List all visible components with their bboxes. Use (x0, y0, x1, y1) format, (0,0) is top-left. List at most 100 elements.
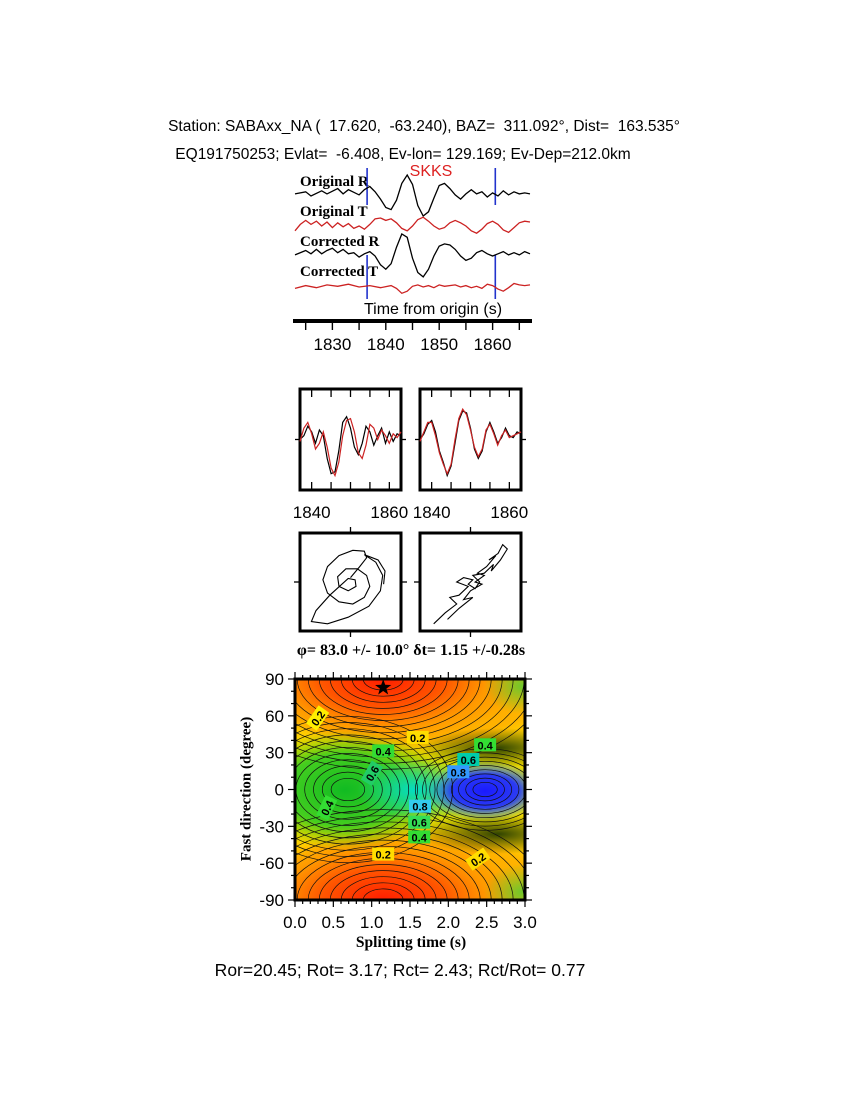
time-tick-label: 1840 (367, 335, 405, 354)
fast-direction-axis-label: Fast direction (degree) (238, 716, 255, 862)
contour-ring (330, 777, 366, 802)
contour-ring (351, 679, 415, 697)
contour-label: 0.4 (408, 830, 431, 844)
contour-label-box (406, 730, 429, 744)
contour-ring (295, 740, 418, 839)
contour-field (295, 679, 525, 900)
contour-ring (465, 777, 505, 802)
pair-box (418, 387, 523, 492)
contour-label-text: 0.6 (461, 755, 476, 767)
pair-trace (299, 415, 402, 475)
contour-label-text: 0.4 (376, 746, 392, 758)
time-axis-label: Time from origin (s) (363, 301, 503, 318)
contour-label-box (465, 847, 491, 871)
contour-label-box (408, 815, 431, 829)
contour-ring (351, 882, 415, 900)
contour-label-box (360, 760, 384, 787)
map-axes: 0.0 0.5 1.0 1.5 2.0 2.5 3.0 90 60 30 0 -30 -60 -90 (259, 670, 536, 932)
contour-ring (295, 839, 492, 900)
pair-trace (419, 407, 522, 476)
contour-ring (295, 722, 445, 857)
x-tick-label: 1.0 (360, 913, 384, 932)
pair-tick-label: 1860 (370, 503, 408, 522)
contour-ring (472, 781, 498, 798)
splitting-time-axis-label: Splitting time (s) (355, 934, 467, 951)
x-tick-label: 0.5 (321, 913, 345, 932)
phase-label: SKKS (409, 163, 453, 180)
contour-label-box (372, 847, 395, 861)
contour-ring (313, 765, 383, 814)
time-tick-label: 1850 (420, 335, 458, 354)
contour-ring (295, 679, 481, 734)
statistics-line: Ror=20.45; Rot= 3.17; Rct= 2.43; Rct/Rot… (214, 960, 586, 980)
contour-label: 0.4 (372, 744, 395, 758)
contour-label-text: 0.8 (451, 767, 466, 779)
contour-label: 0.2 (372, 847, 395, 862)
y-tick-label: -30 (259, 817, 284, 836)
contour-label: 0.2 (406, 730, 429, 745)
pair-trace (299, 417, 402, 478)
waveform-panel: 1830 1840 1850 1860 (293, 168, 532, 354)
waveform-trace (294, 216, 531, 234)
contour-ring (458, 773, 513, 806)
contour-ring (295, 728, 436, 851)
station-title: Station: SABAxx_NA ( 17.620, -63.240), B… (168, 118, 680, 135)
y-tick-label: 60 (265, 707, 284, 726)
contour-ring (304, 759, 392, 820)
x-tick-label: 0.0 (283, 913, 307, 932)
contour-ring (429, 756, 525, 823)
waveform-trace (294, 282, 531, 295)
contour-label: 0.6 (408, 815, 431, 830)
pair-trace (419, 410, 522, 478)
time-tick-label: 1860 (474, 335, 512, 354)
x-tick-label: 3.0 (513, 913, 537, 932)
contour-label-box (447, 765, 470, 779)
contour-ring (422, 752, 525, 827)
contour-label-box (372, 744, 395, 758)
contour-label-box (409, 799, 431, 813)
contour-ring (318, 679, 448, 715)
waveform-trace (294, 233, 531, 278)
y-tick-label: -60 (259, 854, 284, 873)
contour-label: 0.8 (447, 765, 470, 779)
pair-tick-label: 1860 (490, 503, 528, 522)
contour-label-text: 0.2 (410, 733, 425, 745)
contour-label-text: 0.8 (412, 802, 427, 814)
pair-tick-label: 1840 (293, 503, 331, 522)
contour-label-box (457, 753, 480, 766)
contour-ring (450, 769, 520, 810)
time-tick-label: 1830 (313, 335, 351, 354)
contour-ring (329, 870, 437, 900)
contour-label-text: 0.2 (376, 850, 391, 862)
y-tick-label: -90 (259, 891, 284, 910)
trace-label-original-r: Original R (300, 174, 369, 190)
particle-motion-content (294, 527, 527, 637)
trace-label-corrected-t: Corrected T (300, 264, 379, 280)
contour-ring (295, 723, 525, 770)
contour-label-box (305, 705, 330, 731)
particle-path (433, 543, 509, 625)
contour-overlay: 0.20.20.40.60.40.60.80.4 0.80.60.40.2 0.2 (305, 679, 497, 871)
pair-box (298, 387, 403, 492)
contour-label-box (408, 830, 431, 844)
contour-ring (321, 771, 374, 808)
contour-ring (340, 679, 426, 703)
trace-label-corrected-r: Corrected R (300, 234, 380, 250)
contour-ring (295, 833, 503, 900)
x-tick-label: 2.5 (475, 913, 499, 932)
x-tick-label: 1.5 (398, 913, 422, 932)
contour-ring (295, 679, 492, 740)
contour-ring (295, 821, 525, 900)
best-fit-star (375, 679, 392, 695)
contour-ring (329, 679, 437, 709)
event-title: EQ191750253; Evlat= -6.408, Ev-lon= 129.… (175, 146, 631, 163)
contour-ring (295, 734, 427, 845)
splitting-error-map: 0.20.20.40.60.40.60.80.4 0.80.60.40.2 0.2 … (259, 670, 536, 932)
component-pair-content: 1840 1860 1840 1860 (293, 387, 528, 522)
splitting-result-title: φ= 83.0 +/- 10.0° δt= 1.15 +/-0.28s (296, 642, 526, 659)
contour-ring (295, 715, 454, 864)
contour-ring (436, 760, 525, 819)
contour-label-text: 0.4 (412, 832, 428, 844)
waveform-traces (294, 173, 531, 295)
